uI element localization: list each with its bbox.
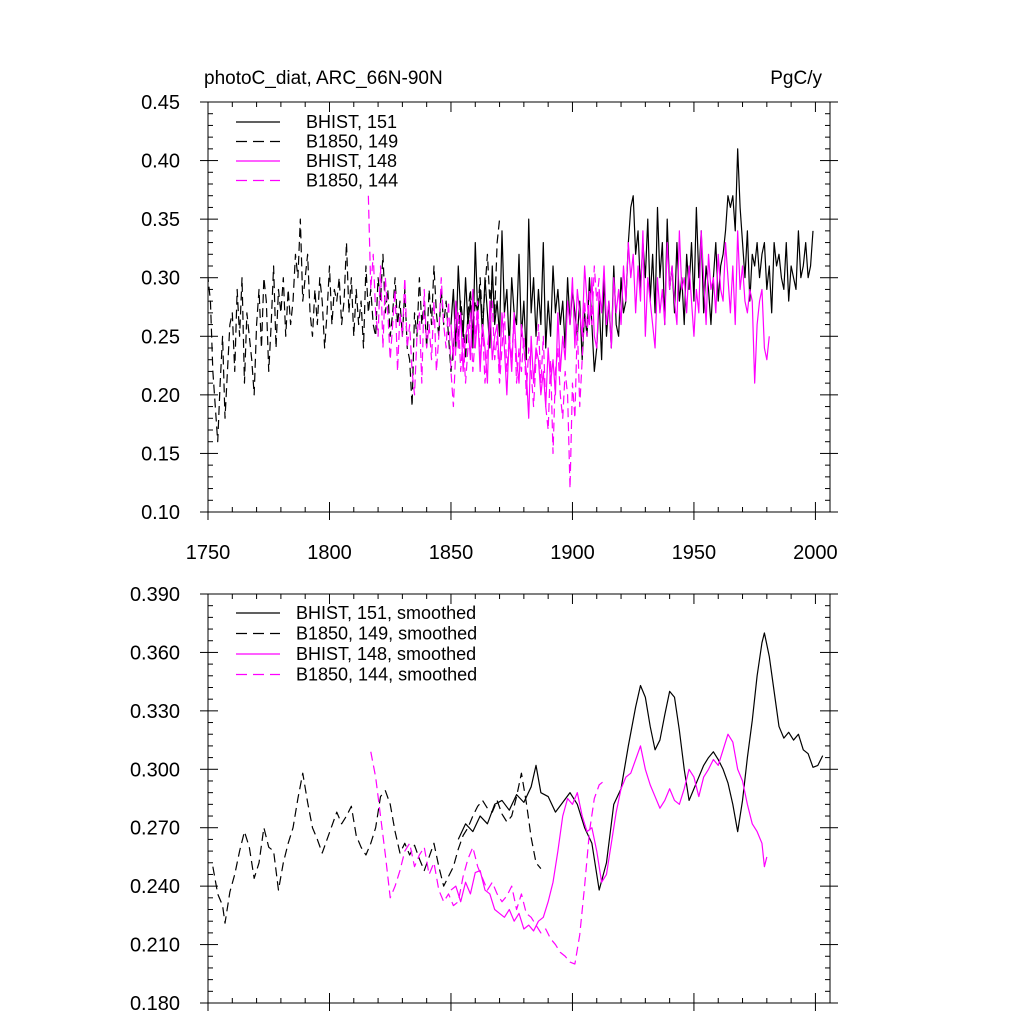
top-chart-title: photoC_diat, ARC_66N-90N (204, 68, 443, 89)
bottom-legend-label: BHIST, 151, smoothed (296, 603, 476, 623)
top-x-tick-label: 1950 (672, 542, 717, 564)
top-x-tick-label: 1850 (429, 542, 474, 564)
top-y-tick-label: 0.45 (141, 92, 180, 114)
bottom-series-group (212, 632, 824, 965)
top-series-line-bhist-148 (450, 230, 770, 419)
top-legend-label: B1850, 144 (306, 171, 398, 191)
bottom-panel: 0.180 0.210 0.240 0.270 0.300 0.330 0.360 0.390… (130, 584, 838, 1015)
top-legend-label: BHIST, 151 (306, 112, 397, 132)
bottom-y-tick-label: 0.330 (130, 701, 180, 723)
bottom-legend-label: BHIST, 148, smoothed (296, 644, 476, 664)
bottom-y-tick-label: 0.270 (130, 818, 180, 840)
top-y-tick-label: 0.35 (141, 209, 180, 231)
top-series-line-b1850-149 (208, 218, 501, 443)
bottom-y-tick-label: 0.210 (130, 935, 180, 957)
bottom-plot-frame (207, 593, 831, 1004)
top-legend-label: BHIST, 148 (306, 151, 397, 171)
bottom-y-tick-label: 0.180 (130, 993, 180, 1015)
top-series-line-bhist-151 (450, 148, 814, 373)
top-y-tick-label: 0.20 (141, 385, 180, 407)
bottom-y-tick-label: 0.300 (130, 759, 180, 781)
top-y-tick-label: 0.30 (141, 268, 180, 290)
bottom-series-line-bhist-148-smoothed (450, 733, 768, 932)
top-plot-frame (207, 101, 831, 513)
top-x-tick-label: 1750 (186, 542, 231, 564)
top-chart-units: PgC/y (770, 68, 822, 89)
bottom-legend-label: B1850, 144, smoothed (296, 665, 477, 685)
bottom-y-tick-label: 0.240 (130, 876, 180, 898)
top-x-tick-label: 1900 (550, 542, 595, 564)
top-y-tick-label: 0.15 (141, 443, 180, 465)
bottom-axis-ticks (200, 593, 838, 1011)
top-x-tick-label: 1800 (307, 542, 352, 564)
top-series-group (208, 148, 814, 490)
bottom-series-line-b1850-144-smoothed (370, 751, 605, 965)
top-axis-ticks (200, 101, 838, 520)
bottom-series-line-bhist-151-smoothed (457, 632, 824, 891)
bottom-y-tick-label: 0.390 (130, 584, 180, 606)
top-y-tick-label: 0.40 (141, 151, 180, 173)
bottom-legend-label: B1850, 149, smoothed (296, 624, 477, 644)
top-y-tick-label: 0.25 (141, 326, 180, 348)
top-x-tick-label: 2000 (793, 542, 838, 564)
top-legend-label: B1850, 149 (306, 132, 398, 152)
bottom-y-tick-label: 0.360 (130, 642, 180, 664)
top-y-tick-label: 0.10 (141, 502, 180, 524)
top-series-line-b1850-144 (367, 195, 600, 490)
top-panel: photoC_diat, ARC_66N-90N PgC/y 0.10 0.15 0… (141, 68, 838, 564)
bottom-series-line-b1850-149-smoothed (212, 772, 542, 924)
